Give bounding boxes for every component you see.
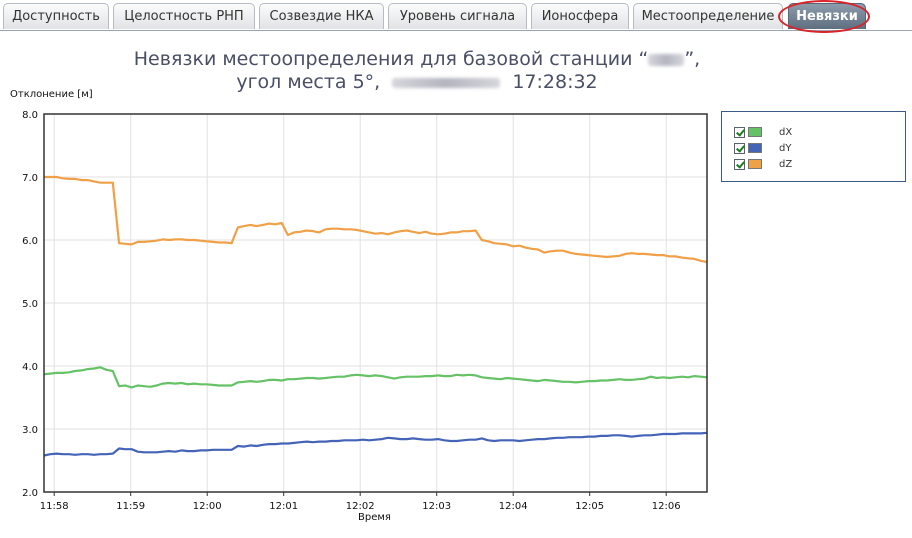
series-line-dz — [44, 175, 708, 264]
chart-legend: dX dY dZ — [721, 111, 906, 182]
y-tick-label: 4.0 — [22, 362, 38, 373]
plot-border — [43, 113, 708, 493]
redacted-station-name — [648, 53, 685, 66]
legend-item-dz[interactable]: dZ — [734, 157, 792, 171]
series-line-dx — [43, 366, 708, 389]
legend-checkbox-dx[interactable] — [734, 126, 745, 138]
legend-checkbox-dy[interactable] — [734, 142, 745, 154]
y-tick-label: 6.0 — [22, 236, 38, 247]
x-tick-label: 12:04 — [499, 501, 528, 512]
x-tick-label: 12:05 — [575, 501, 604, 512]
x-tick-label: 12:02 — [346, 501, 375, 512]
tab-residuals[interactable]: Невязки — [788, 3, 866, 29]
x-tick-label: 12:01 — [269, 501, 298, 512]
chart-title-line1: Невязки местоопределения для базовой ста… — [133, 48, 701, 70]
y-tick-label: 8.0 — [22, 110, 38, 121]
x-tick-label: 12:00 — [193, 501, 222, 512]
x-tick-label: 12:03 — [422, 501, 451, 512]
x-axis-label: Время — [358, 512, 391, 523]
legend-checkbox-dz[interactable] — [734, 158, 745, 170]
chart-title: Невязки местоопределения для базовой ста… — [0, 48, 834, 94]
series-line-dy — [43, 431, 708, 457]
tab-ionosphere[interactable]: Ионосфера — [531, 3, 629, 29]
x-tick-label: 11:59 — [116, 501, 145, 512]
legend-item-dy[interactable]: dY — [734, 141, 791, 155]
tab-integrity[interactable]: Целостность РНП — [113, 3, 255, 29]
legend-item-dx[interactable]: dX — [734, 125, 792, 139]
x-tick-label: 12:06 — [652, 501, 681, 512]
x-tick-label: 11:58 — [40, 501, 69, 512]
y-tick-label: 5.0 — [22, 299, 38, 310]
tab-signal-level[interactable]: Уровень сигнала — [388, 3, 527, 29]
legend-swatch-dx — [748, 127, 762, 137]
tab-positioning[interactable]: Местоопределение — [633, 3, 783, 29]
tab-constellation[interactable]: Созвездие НКА — [259, 3, 384, 29]
redacted-date — [392, 77, 501, 88]
y-tick-label: 7.0 — [22, 173, 38, 184]
y-tick-label: 2.0 — [22, 488, 38, 499]
tab-bar: Доступность Целостность РНП Созвездие НК… — [0, 0, 912, 33]
tab-availability[interactable]: Доступность — [3, 3, 109, 29]
y-axis-label: Отклонение [м] — [10, 89, 93, 100]
legend-swatch-dz — [748, 159, 762, 169]
legend-swatch-dy — [748, 143, 762, 153]
chart-title-line2: угол места 5°, 17:28:32 — [236, 71, 598, 93]
y-tick-label: 3.0 — [22, 425, 38, 436]
